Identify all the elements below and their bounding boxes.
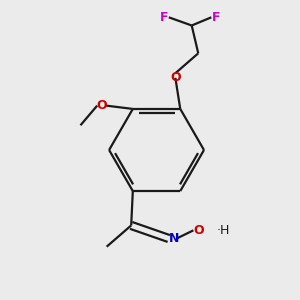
Text: F: F [212, 11, 220, 24]
Text: O: O [96, 99, 107, 112]
Text: O: O [170, 71, 181, 84]
Text: ·H: ·H [216, 224, 230, 237]
Text: O: O [193, 224, 204, 237]
Text: F: F [160, 11, 168, 24]
Text: N: N [169, 232, 179, 245]
